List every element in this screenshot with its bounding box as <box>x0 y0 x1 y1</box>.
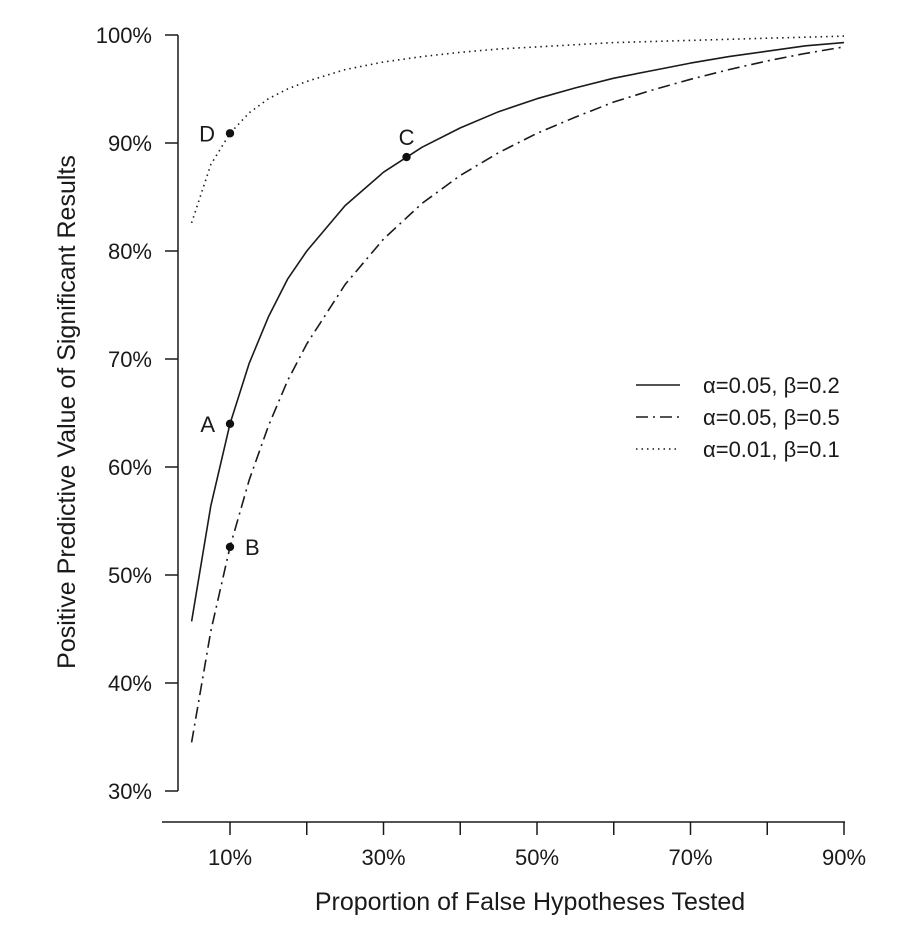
y-tick-label: 90% <box>108 131 152 156</box>
point-label-b: B <box>245 535 260 560</box>
legend-label-3: α=0.01, β=0.1 <box>703 437 840 462</box>
point-marker-b <box>225 542 235 552</box>
point-label-d: D <box>199 121 215 146</box>
legend-label-2: α=0.05, β=0.5 <box>703 405 840 430</box>
y-tick-label: 50% <box>108 563 152 588</box>
y-tick-label: 70% <box>108 347 152 372</box>
y-tick-label: 60% <box>108 455 152 480</box>
y-tick-label: 40% <box>108 671 152 696</box>
point-label-c: C <box>399 125 415 150</box>
annotated-points: A B C D <box>199 121 414 560</box>
y-axis-title: Positive Predictive Value of Significant… <box>53 155 81 669</box>
x-tick-label: 90% <box>822 845 866 870</box>
series-line-2 <box>190 46 845 743</box>
series-line-1 <box>190 41 845 622</box>
series-line-3 <box>190 35 845 224</box>
y-tick-label: 100% <box>96 23 152 48</box>
x-axis: 10% 30% 50% 70% 90% <box>162 821 866 870</box>
x-tick-label: 50% <box>515 845 559 870</box>
series-layer <box>190 35 845 743</box>
x-tick-label: 10% <box>208 845 252 870</box>
point-label-a: A <box>200 412 215 437</box>
point-marker-d <box>225 129 235 138</box>
legend: α=0.05, β=0.2 α=0.05, β=0.5 α=0.01, β=0.1 <box>636 373 840 462</box>
y-tick-label: 80% <box>108 239 152 264</box>
legend-label-1: α=0.05, β=0.2 <box>703 373 840 398</box>
point-marker-a <box>225 419 235 428</box>
x-tick-label: 30% <box>361 845 405 870</box>
x-axis-title: Proportion of False Hypotheses Tested <box>315 888 745 916</box>
y-tick-label: 30% <box>108 779 152 804</box>
x-tick-label: 70% <box>668 845 712 870</box>
point-marker-c <box>402 152 411 162</box>
y-axis: 30% 40% 50% 60% 70% 80% 90% 100% <box>96 23 179 804</box>
